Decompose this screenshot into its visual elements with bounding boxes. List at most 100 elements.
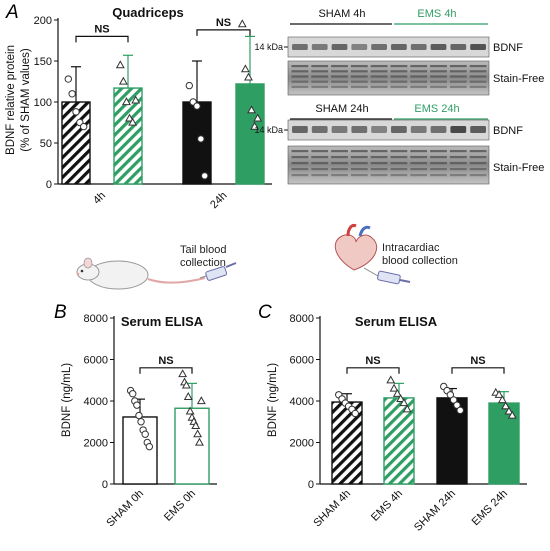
blot-kda-top: 14 kDa [254, 42, 283, 52]
blot-header-ems-4h: EMS 4h [417, 8, 456, 20]
y-tick-label: 2000 [84, 438, 108, 450]
stain-band [331, 156, 348, 159]
stain-band [331, 65, 348, 68]
stain-band [370, 162, 388, 165]
data-point [133, 401, 141, 409]
stain-band [370, 168, 388, 171]
bar [61, 101, 91, 185]
heart-illustration [334, 224, 377, 271]
data-point [497, 395, 507, 404]
stain-band [331, 162, 348, 165]
stain-band [331, 80, 348, 83]
y-tick-label: 50 [40, 138, 52, 150]
y-tick-label: 8000 [290, 313, 314, 325]
blot-stain-lanes-bottom [291, 150, 487, 177]
intracardiac-text-1: Intracardiac [382, 242, 440, 254]
stain-band [370, 174, 388, 177]
panel-letter-a: A [5, 2, 19, 23]
y-tick-label: 200 [34, 15, 52, 27]
data-point [129, 390, 137, 398]
data-point [494, 389, 504, 398]
blot-bdnf-strip-top [287, 36, 490, 58]
stain-band [350, 80, 368, 83]
stain-band [331, 174, 348, 177]
blot-band [331, 126, 348, 133]
stain-band [410, 168, 428, 171]
stain-band [350, 150, 368, 153]
stain-band [370, 70, 388, 73]
y-tick-label: 2000 [290, 438, 314, 450]
stain-band [311, 162, 329, 165]
stain-band [350, 174, 368, 177]
blot-header-sham-24h: SHAM 24h [315, 103, 368, 115]
stain-band [390, 150, 408, 153]
stain-band [469, 168, 487, 171]
data-point [195, 437, 204, 446]
stain-band [291, 65, 309, 68]
data-point [131, 95, 141, 104]
stain-band [430, 168, 447, 171]
chart-title: Serum ELISA [121, 314, 204, 329]
blot-header-sham-4h: SHAM 4h [318, 8, 365, 20]
blot-band [292, 126, 308, 133]
stain-band [331, 75, 348, 78]
significance-bracket [139, 367, 193, 374]
significance-bracket [346, 367, 400, 374]
y-tick-label: 0 [102, 479, 108, 491]
data-point [402, 404, 412, 413]
stain-band [350, 168, 368, 171]
stain-band [410, 85, 428, 88]
x-tick-label: EMS 24h [470, 488, 510, 528]
blot-stain-lanes-top [291, 65, 487, 88]
stain-band [430, 85, 447, 88]
stain-band [410, 75, 428, 78]
data-point [196, 396, 206, 405]
data-point [115, 60, 125, 69]
bar [182, 101, 212, 185]
stain-band [291, 168, 309, 171]
stain-band [311, 75, 329, 78]
stain-band [449, 85, 467, 88]
data-point [389, 383, 399, 392]
stain-band [370, 85, 388, 88]
stain-band [469, 65, 487, 68]
stain-band [410, 80, 428, 83]
data-point [456, 406, 464, 415]
stain-band [291, 80, 309, 83]
blot-band [371, 44, 387, 50]
stain-band [291, 150, 309, 153]
stain-band [430, 70, 447, 73]
stain-band [331, 150, 348, 153]
blot-band [470, 126, 486, 133]
stain-band [370, 156, 388, 159]
bar [235, 83, 265, 185]
stain-band [430, 65, 447, 68]
western-blot: SHAM 4h EMS 4h 14 kDa BDNF Stain-Free SH… [254, 8, 544, 185]
data-point [399, 398, 409, 407]
significance-label: NS [158, 355, 173, 367]
x-tick-label: SHAM 0h [104, 488, 146, 530]
panel-letter-b: B [54, 302, 67, 323]
tail-blood-text-2: collection [180, 257, 226, 269]
data-point [178, 369, 188, 378]
blot-bdnf-strip-bottom [287, 119, 490, 141]
data-point [504, 406, 514, 415]
panel-letter-c: C [258, 302, 272, 323]
blot-header-ems-24h: EMS 24h [414, 103, 459, 115]
x-tick-label: SHAM 24h [412, 488, 458, 534]
stain-band [370, 150, 388, 153]
y-axis-label: BDNF (ng/mL) [267, 363, 279, 437]
blot-band [351, 44, 368, 50]
intracardiac-text-2: blood collection [382, 255, 458, 267]
data-point [446, 391, 455, 399]
data-point [64, 75, 73, 83]
stain-band [350, 70, 368, 73]
blot-label-bdnf-top: BDNF [493, 42, 523, 54]
stain-band [311, 85, 329, 88]
blot-band [292, 44, 308, 50]
blot-label-bdnf-bottom: BDNF [493, 125, 523, 137]
x-tick-label: EMS 4h [369, 488, 405, 524]
stain-band [390, 80, 408, 83]
stain-band [449, 174, 467, 177]
data-point [250, 121, 260, 130]
